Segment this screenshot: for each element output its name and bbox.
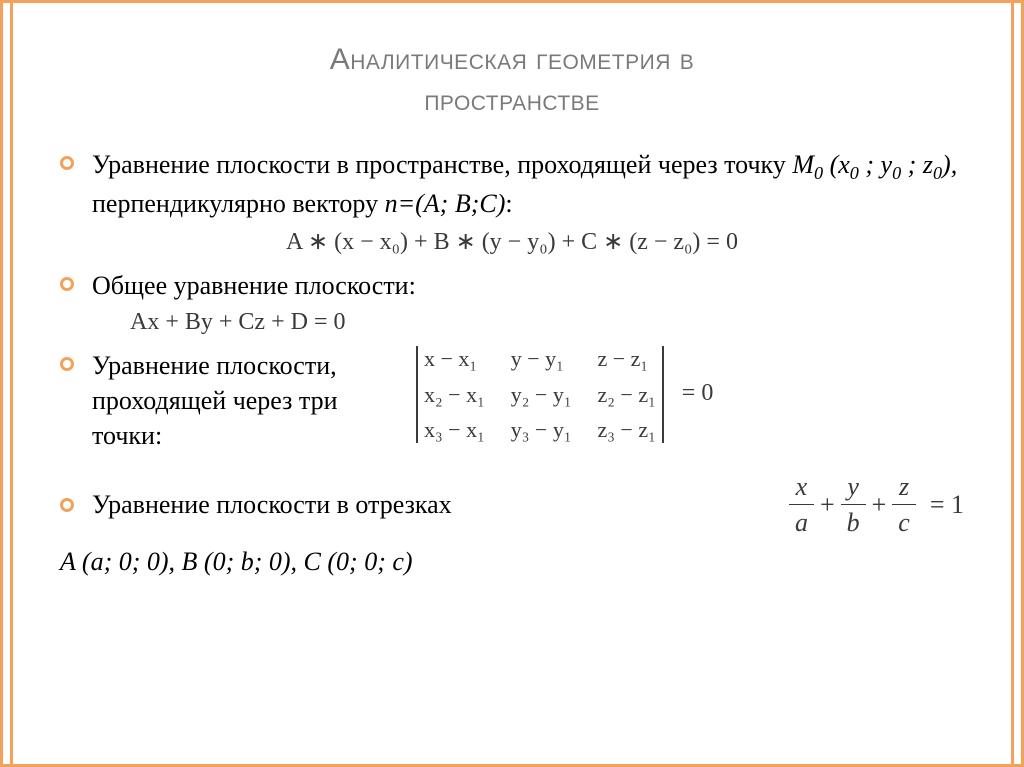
bullet-2-text: Общее уравнение плоскости:: [92, 268, 416, 303]
det-31: x₃ − x₁: [424, 415, 485, 445]
det-32: y₃ − y₁: [511, 415, 572, 445]
bullet-icon: [60, 277, 74, 291]
bullet-4-text: Уравнение плоскости в отрезках: [92, 487, 452, 522]
b1-y: ; y: [859, 150, 892, 179]
frac-z-num: z: [892, 469, 916, 504]
b1-colon: :: [505, 189, 512, 218]
frac-y-num: y: [841, 469, 866, 504]
b1-text-a: Уравнение плоскости в пространстве, прох…: [92, 150, 792, 179]
b1-z-sub: 0: [933, 163, 942, 183]
formula-point-normal: A ∗ (x − x₀) + B ∗ (y − y₀) + C ∗ (z − z…: [60, 227, 964, 256]
plus-1: +: [820, 487, 835, 522]
footer-points: A (a; 0; 0), B (0; b; 0), C (0; 0; c): [60, 544, 964, 579]
frac-z-den: c: [892, 504, 916, 540]
bullet-1: Уравнение плоскости в пространстве, прох…: [60, 147, 964, 221]
frac-y-den: b: [841, 504, 866, 540]
det-33: z₃ − z₁: [598, 415, 656, 445]
det-22: y₂ − y₁: [511, 380, 572, 410]
title-line-2: пространстве: [424, 84, 599, 117]
b1-close: ),: [942, 150, 957, 179]
det-left-bar: [416, 346, 418, 443]
bullet-3-text: Уравнение плоскости, проходящей через тр…: [92, 348, 392, 453]
b1-vec: n=(A; B;C): [385, 189, 506, 218]
slide-title: Аналитическая геометрия в пространстве: [60, 40, 964, 121]
bullet-4-body: Уравнение плоскости в отрезках xa + yb +…: [92, 469, 964, 540]
b1-point-sub: 0: [814, 163, 823, 183]
b1-x: (x: [823, 150, 850, 179]
bullet-icon: [60, 156, 74, 170]
bullet-2: Общее уравнение плоскости:: [60, 268, 964, 303]
title-line-1: Аналитическая геометрия в: [330, 43, 695, 76]
bullet-icon: [60, 357, 74, 371]
b1-point: M: [792, 150, 814, 179]
frac-x-num: x: [789, 469, 814, 504]
bullet-3: Уравнение плоскости, проходящей через тр…: [60, 348, 964, 453]
formula-general: Ax + By + Cz + D = 0: [130, 309, 964, 336]
b1-text-b: перпендикулярно вектору: [92, 189, 385, 218]
det-right-bar: [662, 346, 664, 443]
b1-x-sub: 0: [850, 163, 859, 183]
slide-content: Аналитическая геометрия в пространстве У…: [60, 40, 964, 737]
det-11: x − x₁: [424, 344, 485, 374]
bullet-3-body: Уравнение плоскости, проходящей через тр…: [92, 348, 964, 453]
det-13: z − z₁: [598, 344, 656, 374]
b1-y-sub: 0: [892, 163, 901, 183]
det-23: z₂ − z₁: [598, 380, 656, 410]
bullet-4: Уравнение плоскости в отрезках xa + yb +…: [60, 469, 964, 540]
plus-2: +: [872, 487, 887, 522]
formula-determinant: x − x₁ y − y₁ z − z₁ x₂ − x₁ y₂ − y₁ z₂ …: [410, 344, 713, 445]
formula-intercept: xa + yb + zc = 1: [783, 469, 964, 540]
det-21: x₂ − x₁: [424, 380, 485, 410]
b1-z: ; z: [901, 150, 933, 179]
det-12: y − y₁: [511, 344, 572, 374]
frac-eq: = 1: [930, 487, 964, 522]
bullet-1-text: Уравнение плоскости в пространстве, прох…: [92, 147, 964, 221]
bullet-icon: [60, 498, 74, 512]
det-rhs: = 0: [682, 380, 714, 406]
frac-x-den: a: [789, 504, 814, 540]
det-grid: x − x₁ y − y₁ z − z₁ x₂ − x₁ y₂ − y₁ z₂ …: [424, 344, 656, 445]
